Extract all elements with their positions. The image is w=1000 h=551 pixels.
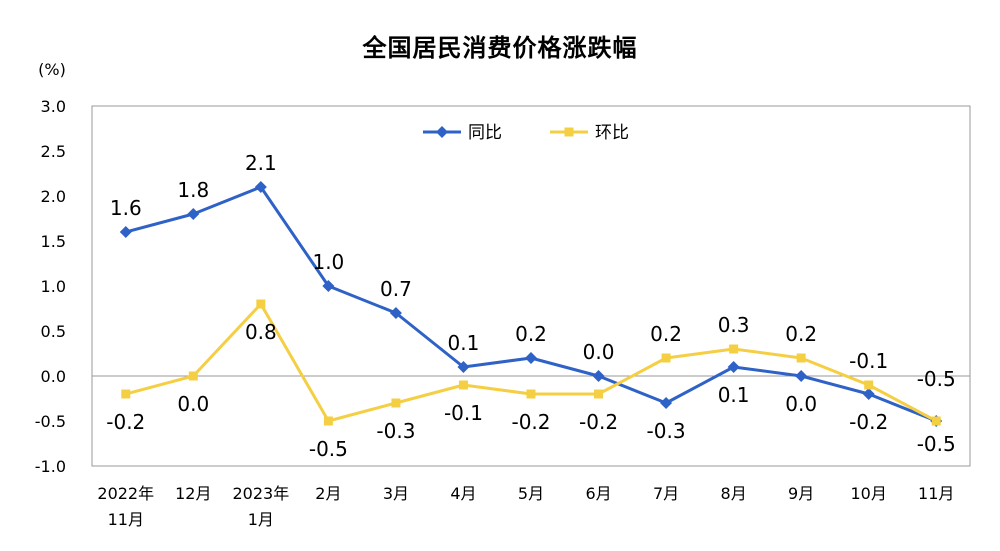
x-tick-label: 11月: [108, 510, 144, 529]
y-tick-label: 1.0: [41, 277, 66, 296]
series-1-data-label: 0.2: [515, 322, 547, 346]
x-tick-label: 7月: [653, 484, 679, 503]
y-tick-label: 2.0: [41, 187, 66, 206]
series-1-point: [457, 361, 470, 373]
x-tick-label: 3月: [383, 484, 409, 503]
x-tick-label: 1月: [248, 510, 274, 529]
plot-area: [91, 105, 971, 467]
series-line-1: [125, 185, 937, 423]
series-2-point: [594, 389, 604, 399]
x-tick-label: 2022年: [97, 484, 154, 503]
series-2-point: [188, 371, 198, 381]
series-2-data-label: -0.2: [579, 410, 618, 434]
series-2-point: [526, 389, 536, 399]
legend-label-1: 同比: [468, 123, 502, 143]
series-1-data-label: -0.3: [647, 419, 686, 443]
y-tick-label: -1.0: [35, 457, 66, 476]
series-1-data-label: -0.2: [849, 410, 888, 434]
series-2-data-label: -0.3: [376, 419, 415, 443]
series-2-data-label: -0.5: [309, 437, 348, 461]
series-1-data-label: 0.1: [718, 383, 750, 407]
series-1-point: [389, 307, 402, 319]
series-2-point: [391, 398, 401, 408]
series-1-data-label: 0.1: [448, 331, 480, 355]
series-2-data-label: -0.1: [444, 401, 483, 425]
x-tick-label: 10月: [851, 484, 887, 503]
series-1-point: [322, 280, 335, 292]
series-2-data-label: -0.2: [106, 410, 145, 434]
chart-title: 全国居民消费价格涨跌幅: [362, 34, 638, 62]
series-2-point: [864, 380, 874, 390]
series-2-point: [121, 389, 131, 399]
y-tick-label: 0.0: [41, 367, 66, 386]
series-1-data-label: 1.0: [312, 250, 344, 274]
series-2-data-label: 0.2: [650, 322, 682, 346]
series-2-data-label: 0.2: [785, 322, 817, 346]
x-tick-label: 6月: [585, 484, 611, 503]
series-2-data-label: 0.3: [718, 313, 750, 337]
series-2-data-label: 0.8: [245, 320, 277, 344]
series-1-point: [660, 397, 673, 409]
series-1-data-label: 0.0: [583, 340, 615, 364]
y-tick-label: 0.5: [41, 322, 66, 341]
x-tick-label: 12月: [175, 484, 211, 503]
series-2-point: [729, 344, 739, 354]
x-tick-label: 4月: [450, 484, 476, 503]
y-tick-label: 1.5: [41, 232, 66, 251]
y-tick-label: 2.5: [41, 142, 66, 161]
series-2-point: [256, 299, 266, 309]
x-tick-label: 9月: [788, 484, 814, 503]
legend-marker-1: [436, 126, 448, 138]
series-2-point: [458, 380, 468, 390]
series-2-point: [323, 416, 333, 426]
series-1-point: [525, 352, 537, 364]
series-1-data-label: 0.7: [380, 277, 412, 301]
x-tick-label: 2023年: [232, 484, 289, 503]
legend-marker-2: [564, 127, 574, 137]
series-2-data-label: -0.2: [511, 410, 550, 434]
legend-label-2: 环比: [595, 123, 629, 143]
y-tick-label: 3.0: [41, 97, 66, 116]
series-1-data-label: 2.1: [245, 151, 277, 175]
series-1-data-label: 1.6: [110, 196, 142, 220]
series-1-point: [119, 226, 132, 238]
series-2-point: [796, 353, 806, 363]
series-1-data-label: 0.0: [785, 392, 817, 416]
series-1-point: [727, 361, 740, 373]
x-tick-label: 8月: [721, 484, 747, 503]
x-tick-label: 5月: [518, 484, 544, 503]
y-axis-unit-label: (%): [38, 60, 66, 79]
x-tick-label: 11月: [918, 484, 954, 503]
series-2-point: [661, 353, 671, 363]
x-tick-label: 2月: [315, 484, 341, 503]
series-1-point: [254, 181, 267, 193]
series-1-data-label: -0.5: [917, 432, 956, 456]
y-tick-label: -0.5: [35, 412, 66, 431]
series-1-point: [795, 370, 808, 382]
series-2-data-label: -0.5: [917, 367, 956, 391]
series-1-point: [862, 388, 875, 400]
series-1-point: [187, 208, 200, 220]
series-2-data-label: -0.1: [849, 349, 888, 373]
series-1-point: [592, 370, 605, 382]
series-2-point: [931, 416, 941, 426]
series-2-data-label: 0.0: [177, 392, 209, 416]
series-1-data-label: 1.8: [177, 178, 209, 202]
